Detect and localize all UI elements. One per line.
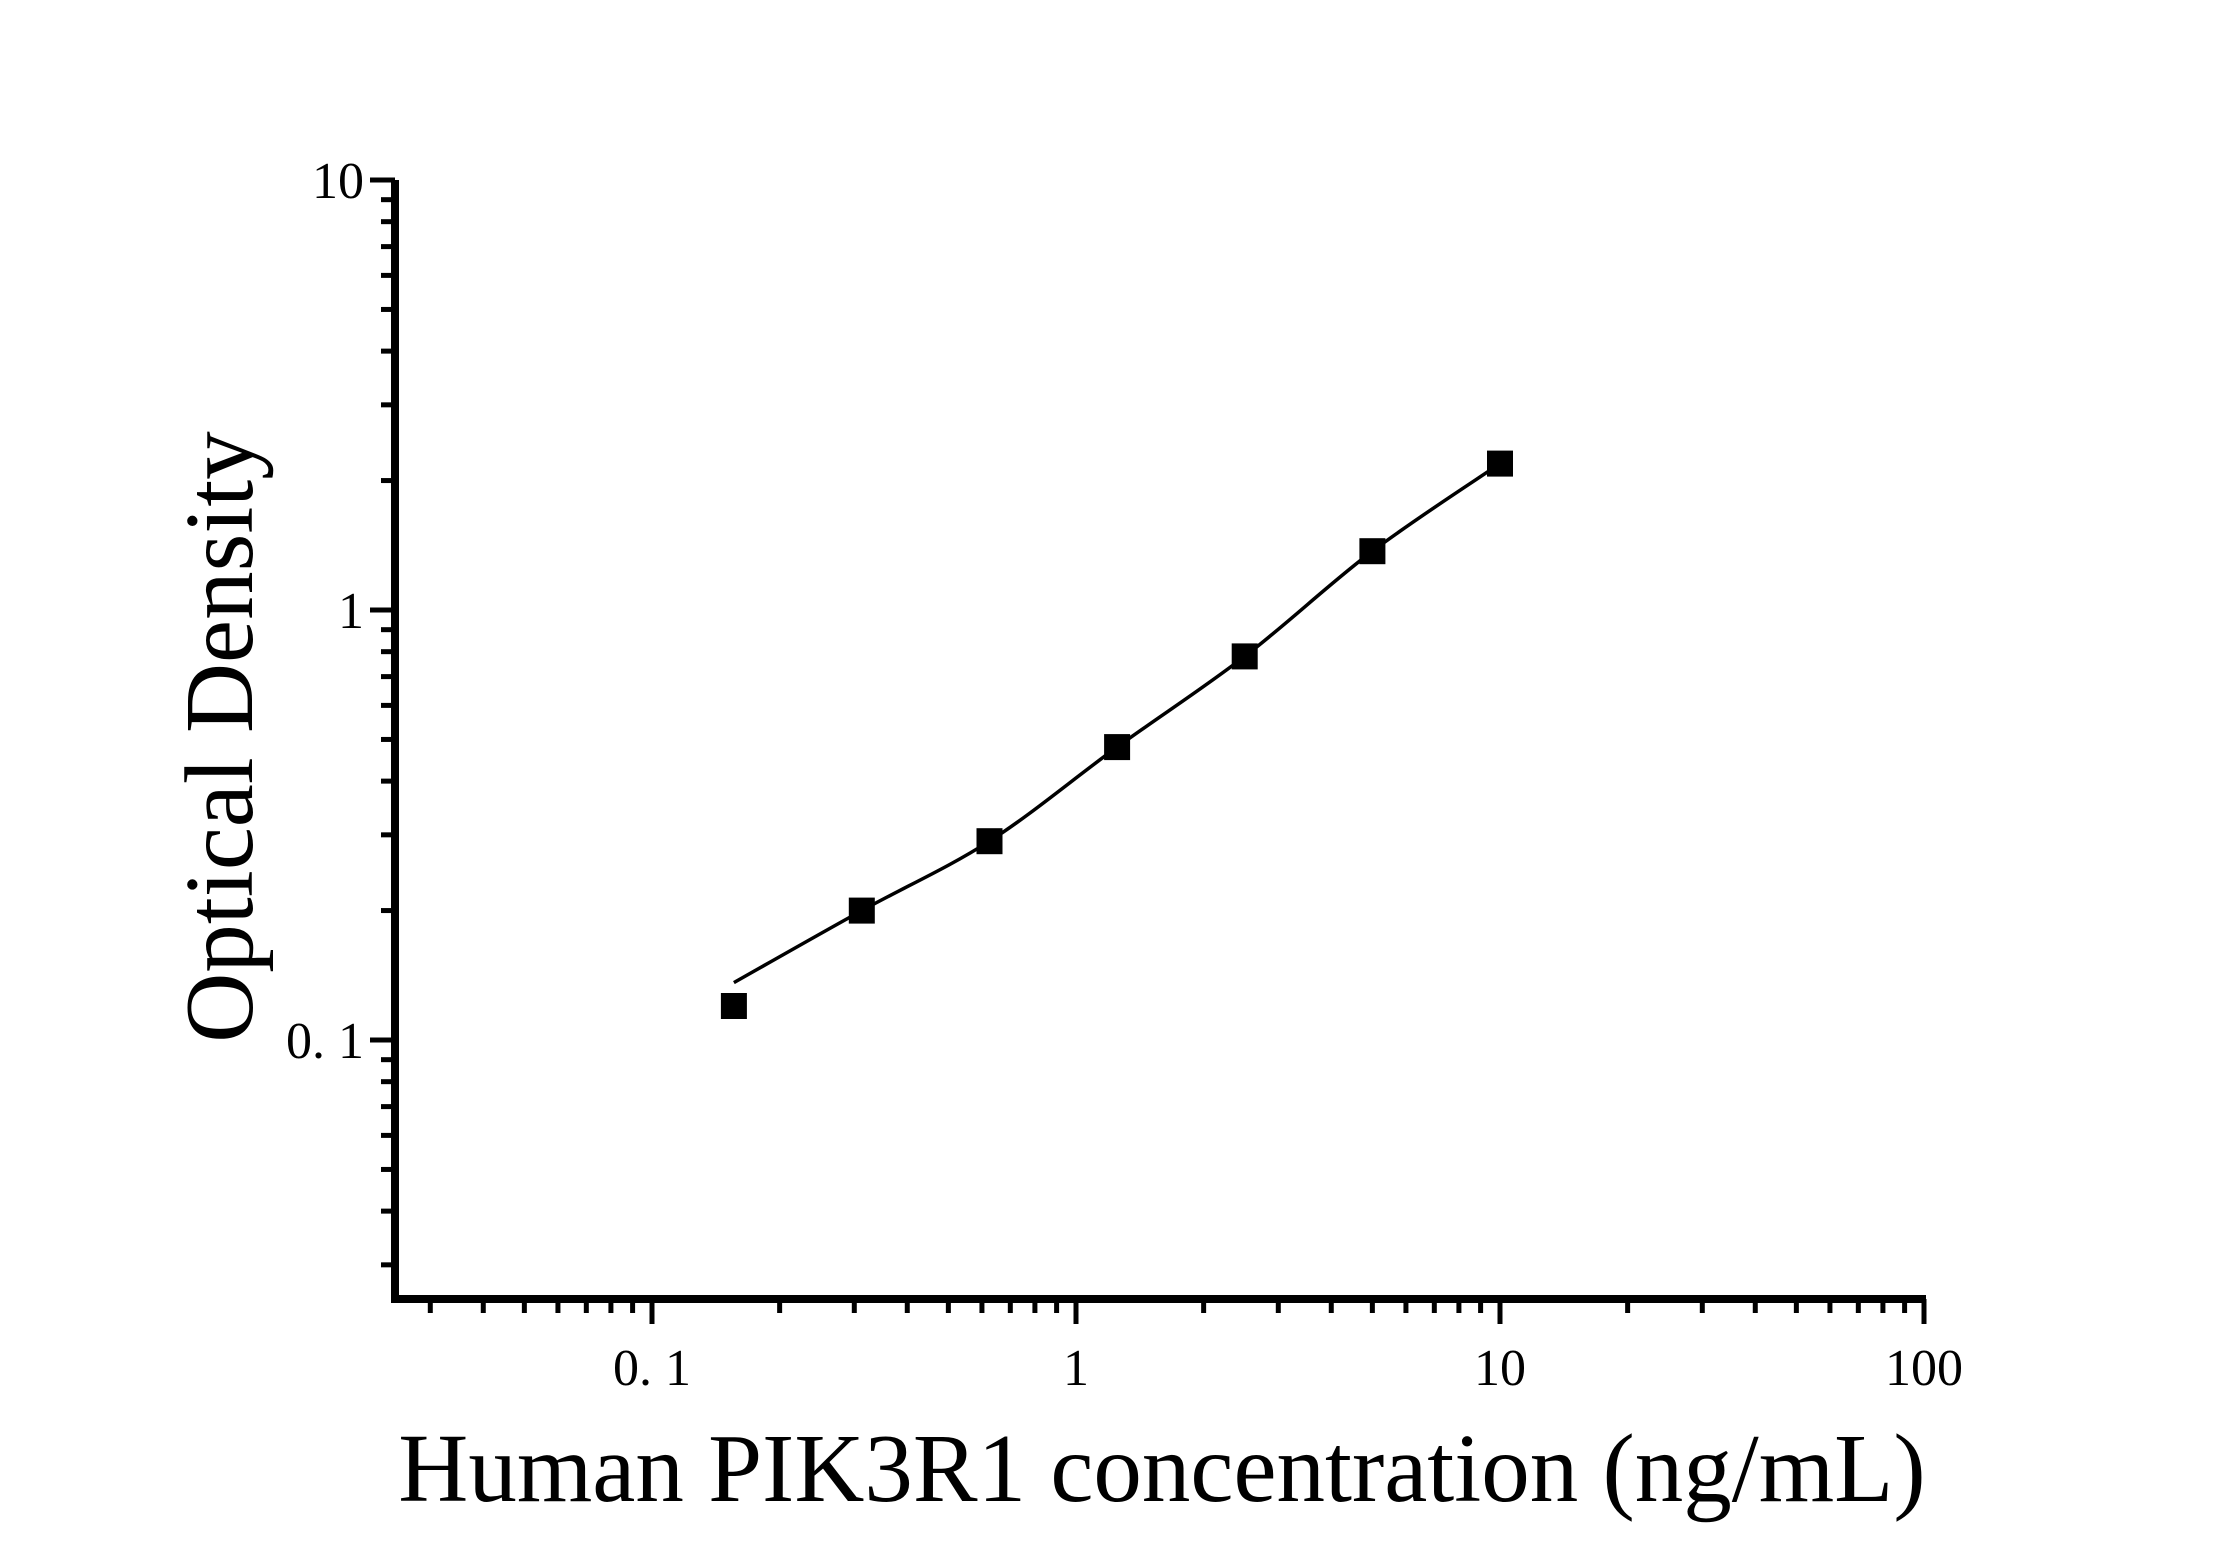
- data-point-marker: [720, 993, 747, 1019]
- x-axis-title: Human PIK3R1 concentration (ng/mL): [398, 1415, 1925, 1522]
- data-point-marker: [848, 897, 875, 924]
- y-axis-title: Optical Density: [166, 431, 273, 1043]
- x-tick-label: 0. 1: [613, 1340, 691, 1397]
- y-tick-label: 10: [312, 153, 364, 210]
- y-tick-label: 1: [338, 583, 364, 640]
- x-tick-label: 100: [1885, 1340, 1963, 1397]
- x-tick-label: 1: [1063, 1340, 1089, 1397]
- x-tick-label: 10: [1474, 1340, 1526, 1397]
- data-point-marker: [976, 828, 1003, 855]
- data-point-marker: [1231, 643, 1258, 670]
- data-point-marker: [1104, 734, 1131, 761]
- data-point-marker: [1487, 450, 1513, 477]
- y-tick-label: 0. 1: [286, 1013, 364, 1070]
- data-point-marker: [1359, 538, 1386, 565]
